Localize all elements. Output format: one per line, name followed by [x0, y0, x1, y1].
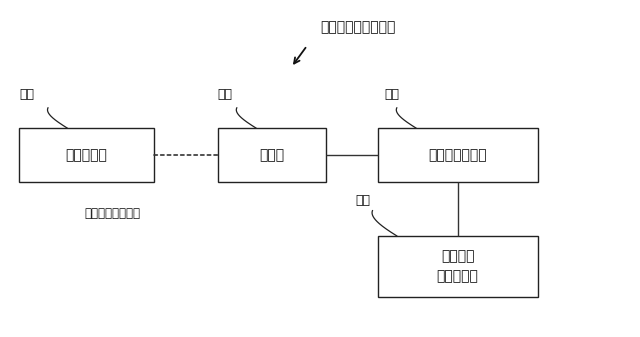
Text: 位置管理サーバ: 位置管理サーバ — [428, 148, 487, 162]
Bar — [378, 236, 538, 297]
Bar — [378, 128, 538, 182]
Text: 広域パケット通信: 広域パケット通信 — [84, 208, 140, 220]
Text: ３０: ３０ — [384, 88, 399, 101]
Text: 基地局: 基地局 — [259, 148, 285, 162]
Text: ４０: ４０ — [355, 194, 370, 207]
Text: 移動体端末: 移動体端末 — [65, 148, 108, 162]
Text: １００通信システム: １００通信システム — [321, 20, 396, 34]
Bar — [19, 128, 154, 182]
Text: サービス
提供サーバ: サービス 提供サーバ — [436, 249, 479, 283]
Text: ２０: ２０ — [218, 88, 232, 101]
Bar — [218, 128, 326, 182]
Text: １０: １０ — [19, 88, 34, 101]
